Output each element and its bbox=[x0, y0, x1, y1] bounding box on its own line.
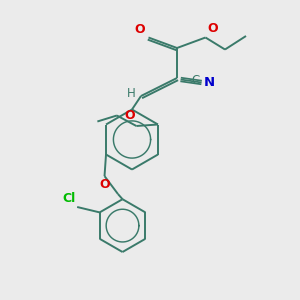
Text: N: N bbox=[204, 76, 215, 89]
Text: O: O bbox=[99, 178, 110, 191]
Text: O: O bbox=[207, 22, 217, 34]
Text: Cl: Cl bbox=[62, 193, 76, 206]
Text: O: O bbox=[124, 110, 135, 122]
Text: C: C bbox=[191, 74, 199, 88]
Text: H: H bbox=[127, 87, 136, 100]
Text: O: O bbox=[134, 23, 145, 36]
